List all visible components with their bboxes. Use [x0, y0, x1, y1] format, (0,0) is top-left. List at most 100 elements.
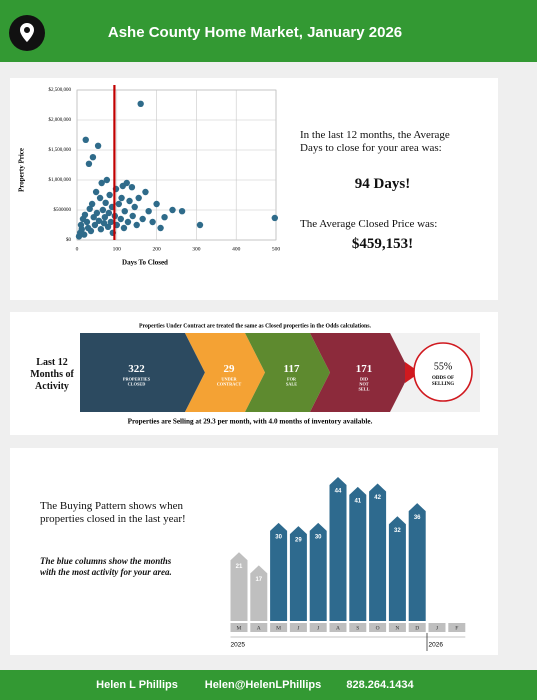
bar [369, 483, 387, 621]
point [271, 214, 279, 222]
x-tick-label: M [237, 625, 242, 631]
point [123, 179, 130, 187]
step-value: 29 [224, 363, 236, 375]
point [102, 199, 109, 206]
point [115, 200, 122, 208]
y-tick-label: $2,500,000 [49, 88, 72, 93]
value-label: 29 [295, 538, 302, 544]
point [178, 208, 186, 215]
point [117, 215, 124, 223]
month-tile [388, 623, 406, 632]
point [137, 100, 144, 108]
step-label: PROPERTIES [123, 376, 151, 381]
point [94, 142, 102, 149]
point [121, 208, 128, 215]
point [99, 206, 107, 214]
x-axis-title: Days To Closed [122, 259, 168, 267]
point [98, 179, 105, 187]
point [105, 209, 113, 217]
point [104, 223, 112, 230]
step-label: NOT [359, 381, 368, 386]
odds-arrow [405, 362, 420, 383]
bar [230, 552, 248, 621]
point [86, 205, 93, 212]
bar [349, 486, 367, 621]
value-label: 36 [414, 515, 421, 521]
bar [309, 522, 327, 621]
x-tick-label: 0 [76, 246, 79, 252]
point [95, 217, 103, 224]
month-tile [448, 623, 466, 632]
month-tile [349, 623, 367, 632]
odds-label: SELLING [432, 382, 454, 387]
header-title: Ashe County Home Market, January 2026 [108, 24, 402, 41]
bar [329, 477, 347, 621]
x-tick-label: M [276, 625, 281, 631]
value-label: 44 [335, 489, 342, 495]
footer-phone: 828.264.1434 [346, 679, 414, 691]
x-tick-label: D [415, 625, 419, 631]
value-label: 17 [255, 577, 262, 583]
header-band [0, 0, 537, 62]
point [92, 188, 100, 196]
point [80, 231, 88, 238]
value-label: 21 [236, 564, 243, 570]
price-text: The Average Closed Price was: [300, 218, 438, 230]
bar [388, 516, 406, 621]
x-tick-label: 200 [152, 246, 161, 252]
step-label: DID [360, 376, 368, 381]
point [153, 200, 160, 208]
activity-note: Properties Under Contract are treated th… [139, 323, 372, 329]
y-tick-label: $0 [66, 238, 72, 243]
point [126, 197, 133, 205]
point [145, 208, 152, 215]
value-label: 41 [354, 498, 361, 504]
point [97, 226, 105, 233]
y-tick-label: $2,000,000 [49, 118, 72, 123]
point [196, 221, 204, 229]
step-label: FOR [287, 376, 297, 381]
month-tile [369, 623, 387, 632]
odds-label: ODDS OF [432, 376, 454, 381]
bar [289, 526, 307, 621]
days-text: In the last 12 months, the Average Days … [300, 129, 450, 154]
x-tick-label: N [395, 625, 399, 631]
group-label: 2025 [231, 642, 246, 649]
point [87, 227, 95, 235]
value-label: 30 [315, 534, 322, 540]
month-tile [250, 623, 268, 632]
x-tick-label: J [317, 625, 320, 631]
x-tick-label: S [356, 625, 359, 631]
x-tick-label: 400 [232, 246, 241, 252]
y-tick-label: $1,500,000 [49, 148, 72, 153]
point [129, 212, 136, 220]
activity-footnote: Properties are Selling at 29.3 per month… [128, 418, 373, 426]
bar [270, 522, 288, 621]
value-label: 30 [275, 534, 282, 540]
footer-name: Helen L Phillips [96, 679, 178, 691]
x-tick-label: 100 [113, 246, 122, 252]
step-label: SALE [286, 381, 297, 386]
odds-circle [413, 342, 473, 402]
point [149, 218, 156, 226]
y-tick-label: $500000 [54, 208, 72, 213]
point [131, 203, 138, 211]
month-tile [309, 623, 327, 632]
odds-value: 55% [434, 361, 452, 372]
month-tile [230, 623, 248, 632]
step-label: CLOSED [128, 381, 146, 386]
x-tick-label: A [336, 625, 340, 631]
month-tile [408, 623, 426, 632]
point [135, 194, 142, 202]
point [103, 176, 111, 184]
point [101, 214, 109, 221]
activity-step [80, 333, 205, 412]
point [91, 221, 99, 229]
point [89, 154, 97, 161]
point [139, 215, 146, 223]
point [82, 136, 89, 143]
point [157, 224, 164, 232]
point [96, 194, 104, 202]
activity-label: Last 12 Months of Activity [30, 357, 74, 392]
activity-step [185, 333, 265, 412]
